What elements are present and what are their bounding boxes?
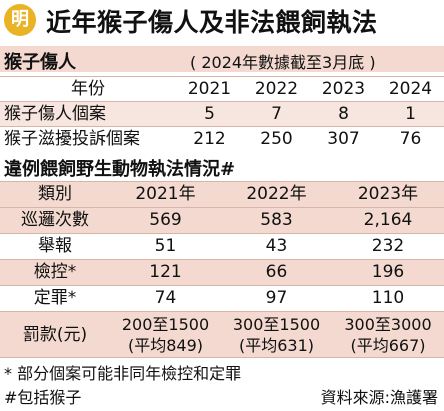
fine-cell: 300至3000 (平均667): [332, 313, 444, 358]
year-header: 2021: [187, 79, 232, 99]
fine-range: 200至1500: [121, 315, 210, 334]
monkey-injury-table: 年份 2021 2022 2023 2024 猴子傷人個案 5 7 8 1 猴子…: [0, 76, 444, 151]
header: 明 近年猴子傷人及非法餵飼執法: [0, 0, 444, 42]
section2-title: 違例餵飼野生動物執法情況#: [4, 159, 236, 180]
table-cell: 569: [149, 210, 182, 230]
table-cell: 76: [399, 129, 422, 149]
category-header: 類別: [38, 184, 72, 204]
year-header-label: 年份: [71, 79, 105, 99]
table-cell: 307: [327, 129, 360, 149]
fine-cell: 300至1500 (平均631): [221, 313, 332, 358]
table-header-row: 年份 2021 2022 2023 2024: [0, 76, 444, 101]
section2-title-bar: 違例餵飼野生動物執法情況#: [0, 153, 444, 180]
row-label: 罰款(元): [22, 325, 88, 345]
table-row: 定罪* 74 97 110: [0, 285, 444, 311]
table-cell: 196: [371, 262, 405, 282]
fine-range: 300至3000: [344, 315, 432, 334]
fine-cell: 200至1500 (平均849): [110, 313, 221, 358]
table-cell: 1: [405, 104, 416, 124]
table-cell: 74: [154, 288, 177, 308]
table-row: 巡邏次數 569 583 2,164: [0, 207, 444, 233]
table-row: 檢控* 121 66 196: [0, 259, 444, 285]
section1-note: ( 2024年數據截至3月底 ): [190, 53, 376, 72]
table-cell: 66: [265, 262, 288, 282]
year-header: 2021年: [135, 184, 196, 204]
table-cell: 212: [193, 129, 226, 149]
feeding-enforcement-table: 類別 2021年 2022年 2023年 巡邏次數 569 583 2,164 …: [0, 181, 444, 358]
section1-title: 猴子傷人: [4, 52, 76, 73]
data-source: 資料來源:漁護署: [320, 388, 438, 407]
year-header: 2023年: [357, 184, 419, 204]
table-header-row: 類別 2021年 2022年 2023年: [0, 181, 444, 207]
table-cell: 2,164: [363, 210, 413, 230]
row-label: 猴子滋擾投訴個案: [4, 129, 140, 149]
fine-range: 300至1500: [232, 315, 321, 334]
fine-average: (平均631): [238, 336, 315, 355]
section1-title-bar: 猴子傷人 ( 2024年數據截至3月底 ): [0, 46, 444, 73]
table-row: 猴子滋擾投訴個案 212 250 307 76: [0, 126, 444, 151]
row-label: 巡邏次數: [21, 210, 89, 230]
table-cell: 250: [260, 129, 293, 149]
table-cell: 121: [149, 262, 182, 282]
year-header: 2024: [388, 79, 433, 99]
table-cell: 97: [265, 288, 288, 308]
table-cell: 7: [271, 104, 282, 124]
table-cell: 51: [154, 236, 177, 256]
table-cell: 8: [338, 104, 349, 124]
row-label: 舉報: [38, 236, 72, 256]
year-header: 2022: [254, 79, 299, 99]
newspaper-logo: 明: [4, 4, 36, 36]
row-label: 定罪*: [33, 288, 77, 308]
year-header: 2022年: [246, 184, 307, 204]
divider: [0, 357, 444, 358]
table-row-fines: 罰款(元) 200至1500 (平均849) 300至1500 (平均631) …: [0, 311, 444, 358]
row-label: 檢控*: [33, 262, 77, 282]
footnote-hash: #包括猴子: [4, 388, 82, 407]
fine-average: (平均849): [127, 336, 204, 355]
table-row: 猴子傷人個案 5 7 8 1: [0, 101, 444, 126]
headline: 近年猴子傷人及非法餵飼執法: [46, 8, 378, 37]
fine-average: (平均667): [350, 336, 426, 355]
year-header: 2023: [321, 79, 366, 99]
table-cell: 43: [265, 236, 288, 256]
table-cell: 583: [260, 210, 293, 230]
table-cell: 232: [371, 236, 405, 256]
footnote-asterisk: * 部分個案可能非同年檢控和定罪: [4, 364, 242, 383]
table-cell: 110: [371, 288, 405, 308]
table-cell: 5: [204, 104, 215, 124]
table-row: 舉報 51 43 232: [0, 233, 444, 259]
row-label: 猴子傷人個案: [4, 104, 106, 124]
